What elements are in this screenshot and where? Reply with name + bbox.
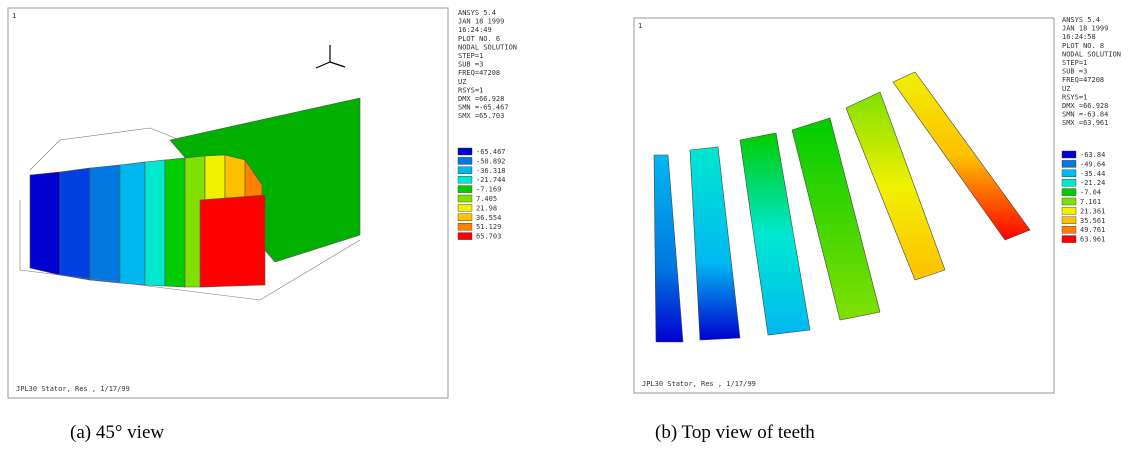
legend-value: -21.24	[1080, 179, 1105, 187]
legend-value: -63.84	[1080, 151, 1105, 159]
info-line: 16:24:58	[1062, 33, 1096, 41]
info-line: UZ	[458, 78, 466, 86]
info-line: PLOT NO. 6	[458, 35, 500, 43]
legend-swatch	[1062, 160, 1076, 167]
info-line: ANSYS 5.4	[458, 9, 496, 17]
info-line: FREQ=47208	[1062, 76, 1104, 84]
legend-swatch	[1062, 179, 1076, 186]
legend-swatch	[1062, 198, 1076, 205]
legend-value: 36.554	[476, 214, 501, 222]
corner-label: 1	[12, 12, 16, 20]
info-line: DMX =66.928	[1062, 102, 1108, 110]
legend-value: 51.129	[476, 223, 501, 231]
info-line: SMN =-65.467	[458, 104, 509, 112]
legend-swatch	[458, 157, 472, 164]
info-line: NODAL SOLUTION	[458, 43, 517, 51]
legend-swatch	[1062, 151, 1076, 158]
legend-value: -7.04	[1080, 189, 1101, 197]
info-line: SMX =65.703	[458, 112, 504, 120]
info-line: SUB =3	[1062, 68, 1087, 76]
legend-swatch	[1062, 226, 1076, 233]
legend-value: -65.467	[476, 148, 506, 156]
info-line: JAN 18 1999	[458, 18, 504, 26]
info-line: UZ	[1062, 85, 1070, 93]
info-line: DMX =66.928	[458, 95, 504, 103]
legend-value: 7.161	[1080, 198, 1101, 206]
info-line: JAN 18 1999	[1062, 25, 1108, 33]
info-line: PLOT NO. 8	[1062, 42, 1104, 50]
legend-value: 63.961	[1080, 236, 1105, 244]
info-line: SMX =63.961	[1062, 119, 1108, 127]
legend-swatch	[458, 176, 472, 183]
legend-swatch	[1062, 217, 1076, 224]
legend-swatch	[458, 204, 472, 211]
info-line: RSYS=1	[458, 86, 483, 94]
legend-swatch	[458, 223, 472, 230]
legend-swatch	[458, 186, 472, 193]
legend-value: 65.703	[476, 233, 501, 241]
legend-swatch	[458, 167, 472, 174]
legend-swatch	[1062, 189, 1076, 196]
legend-value: -50.892	[476, 157, 506, 165]
legend-value: -49.64	[1080, 160, 1105, 168]
legend-swatch	[1062, 170, 1076, 177]
legend-value: -36.318	[476, 167, 506, 175]
legend-swatch	[1062, 207, 1076, 214]
info-line: FREQ=47208	[458, 69, 500, 77]
legend-swatch	[458, 148, 472, 155]
info-line: RSYS=1	[1062, 93, 1087, 101]
legend-value: 21.98	[476, 204, 497, 212]
info-line: STEP=1	[1062, 59, 1087, 67]
info-line: STEP=1	[458, 52, 483, 60]
plot-footer: JPL30 Stator, Res , 1/17/99	[642, 380, 756, 388]
legend-swatch	[458, 195, 472, 202]
legend-value: 21.361	[1080, 207, 1105, 215]
page: 1ANSYS 5.4JAN 18 199916:24:49PLOT NO. 6N…	[0, 0, 1143, 461]
corner-label: 1	[638, 22, 642, 30]
info-line: SMN =-63.84	[1062, 111, 1108, 119]
info-line: ANSYS 5.4	[1062, 16, 1100, 24]
legend-value: -35.44	[1080, 170, 1105, 178]
caption: (a) 45° view	[70, 422, 164, 443]
info-line: NODAL SOLUTION	[1062, 50, 1121, 58]
info-line: 16:24:49	[458, 26, 492, 34]
legend-value: 7.405	[476, 195, 497, 203]
legend-value: 35.561	[1080, 217, 1105, 225]
legend-value: 49.761	[1080, 226, 1105, 234]
legend-swatch	[1062, 236, 1076, 243]
legend-swatch	[458, 233, 472, 240]
legend-value: -7.169	[476, 186, 501, 194]
caption: (b) Top view of teeth	[655, 422, 815, 443]
figure: 1ANSYS 5.4JAN 18 199916:24:49PLOT NO. 6N…	[0, 0, 1143, 461]
info-line: SUB =3	[458, 61, 483, 69]
plot-footer: JPL30 Stator, Res , 1/17/99	[16, 385, 130, 393]
legend-value: -21.744	[476, 176, 506, 184]
legend-swatch	[458, 214, 472, 221]
